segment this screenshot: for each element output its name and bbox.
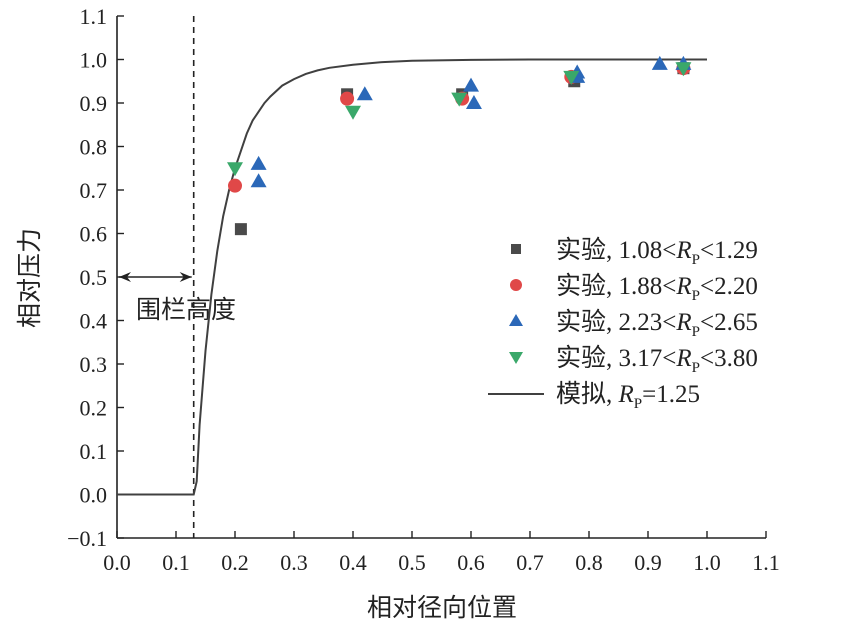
y-tick-label: −0.1 — [67, 526, 107, 551]
legend-label-2: 实验, 1.88<RP<2.20 — [556, 272, 758, 304]
y-tick-label: 0.4 — [80, 309, 108, 334]
data-point — [340, 91, 355, 106]
data-points-layer — [227, 55, 692, 236]
y-tick-label: 0.1 — [80, 439, 108, 464]
y-tick-label: 0.5 — [80, 265, 108, 290]
series-3 — [250, 55, 692, 188]
y-tick-label: 0.0 — [80, 483, 108, 508]
x-tick-label: 0.0 — [103, 550, 131, 575]
legend-marker-2 — [510, 279, 522, 291]
x-tick-label: 0.2 — [221, 550, 249, 575]
legend-label-model: 模拟, RP=1.25 — [556, 380, 700, 412]
y-tick-label: 0.8 — [80, 135, 108, 160]
fence-arrow-right-head — [179, 272, 192, 282]
y-tick-label: 0.7 — [80, 178, 108, 203]
y-axis-label: 相对压力 — [15, 228, 44, 328]
x-tick-label: 0.4 — [339, 550, 367, 575]
y-tick-label: 0.2 — [80, 396, 108, 421]
y-tick-label: 1.1 — [80, 4, 108, 29]
legend-marker-4 — [509, 352, 523, 364]
series-2 — [228, 61, 691, 193]
data-point — [651, 55, 668, 70]
legend-marker-3 — [509, 314, 523, 326]
data-point — [463, 77, 479, 92]
legend: 实验, 1.08<RP<1.29 实验, 1.88<RP<2.20 实验, 2.23… — [488, 236, 758, 412]
y-tick-label: 1.0 — [80, 48, 108, 73]
y-tick-label: 0.9 — [80, 91, 108, 116]
x-tick-label: 0.8 — [575, 550, 603, 575]
data-point — [451, 92, 468, 107]
data-point — [465, 95, 482, 109]
x-tick-label: 0.9 — [634, 550, 662, 575]
fence-height-label: 围栏高度 — [136, 295, 236, 324]
data-point — [356, 86, 373, 101]
model-curve — [117, 58, 707, 496]
model-curve-layer — [117, 58, 707, 496]
data-point — [227, 162, 243, 177]
series-4 — [227, 62, 692, 177]
legend-label-3: 实验, 2.23<RP<2.65 — [556, 308, 758, 340]
fence-annotation: 围栏高度 — [119, 16, 236, 538]
x-tick-label: 1.0 — [693, 550, 721, 575]
axes: 0.0 0.1 0.2 0.3 0.4 0.5 0.6 0.7 0.8 0.9 1.0 1.1 −0.1… — [67, 4, 780, 575]
y-tick-label: 0.3 — [80, 352, 108, 377]
legend-label-1: 实验, 1.08<RP<1.29 — [556, 236, 758, 268]
legend-marker-1 — [511, 244, 521, 254]
x-tick-label: 0.3 — [280, 550, 308, 575]
data-point — [563, 70, 580, 85]
data-point — [250, 173, 267, 188]
data-point — [675, 62, 692, 77]
x-tick-label: 0.5 — [398, 550, 426, 575]
x-tick-label: 1.1 — [752, 550, 780, 575]
data-point — [345, 105, 361, 120]
y-tick-label: 0.6 — [80, 222, 108, 247]
series-1 — [234, 62, 690, 236]
x-tick-label: 0.6 — [457, 550, 485, 575]
data-point — [228, 178, 242, 193]
fence-arrow-left-head — [119, 272, 131, 282]
x-tick-label: 0.7 — [516, 550, 544, 575]
data-point — [234, 223, 247, 236]
data-point — [250, 155, 267, 170]
x-axis-label: 相对径向位置 — [367, 593, 517, 622]
legend-label-4: 实验, 3.17<RP<3.80 — [556, 344, 758, 376]
x-tick-label: 0.1 — [162, 550, 190, 575]
